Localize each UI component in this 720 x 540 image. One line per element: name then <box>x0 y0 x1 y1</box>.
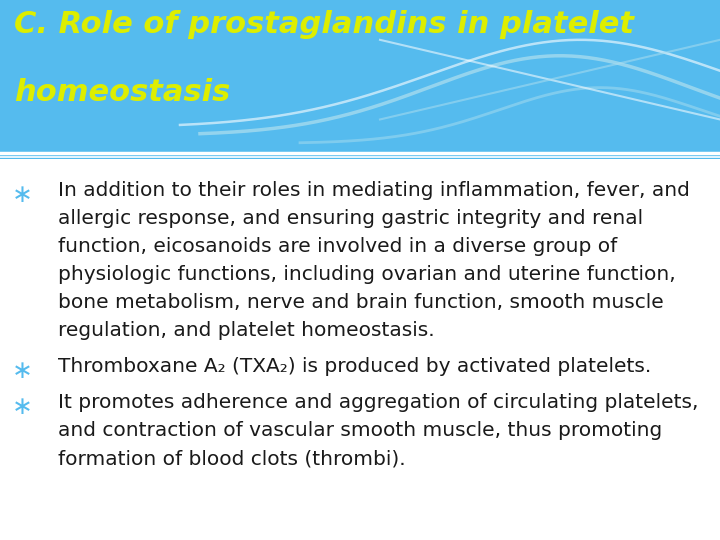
Text: regulation, and platelet homeostasis.: regulation, and platelet homeostasis. <box>58 321 435 340</box>
Text: ∗: ∗ <box>12 359 32 383</box>
Text: ∗: ∗ <box>12 183 32 207</box>
Text: Thromboxane A₂ (TXA₂) is produced by activated platelets.: Thromboxane A₂ (TXA₂) is produced by act… <box>58 357 652 376</box>
Bar <box>0 0 720 159</box>
Text: function, eicosanoids are involved in a diverse group of: function, eicosanoids are involved in a … <box>58 237 617 256</box>
Text: allergic response, and ensuring gastric integrity and renal: allergic response, and ensuring gastric … <box>58 210 643 228</box>
Text: formation of blood clots (thrombi).: formation of blood clots (thrombi). <box>58 449 405 468</box>
Text: and contraction of vascular smooth muscle, thus promoting: and contraction of vascular smooth muscl… <box>58 421 662 440</box>
Text: ∗: ∗ <box>12 395 32 419</box>
Text: It promotes adherence and aggregation of circulating platelets,: It promotes adherence and aggregation of… <box>58 393 698 413</box>
Text: C. Role of prostaglandins in platelet: C. Role of prostaglandins in platelet <box>14 10 634 39</box>
Text: physiologic functions, including ovarian and uterine function,: physiologic functions, including ovarian… <box>58 265 676 284</box>
Text: bone metabolism, nerve and brain function, smooth muscle: bone metabolism, nerve and brain functio… <box>58 293 664 312</box>
Text: In addition to their roles in mediating inflammation, fever, and: In addition to their roles in mediating … <box>58 181 690 200</box>
Text: homeostasis: homeostasis <box>14 78 230 107</box>
